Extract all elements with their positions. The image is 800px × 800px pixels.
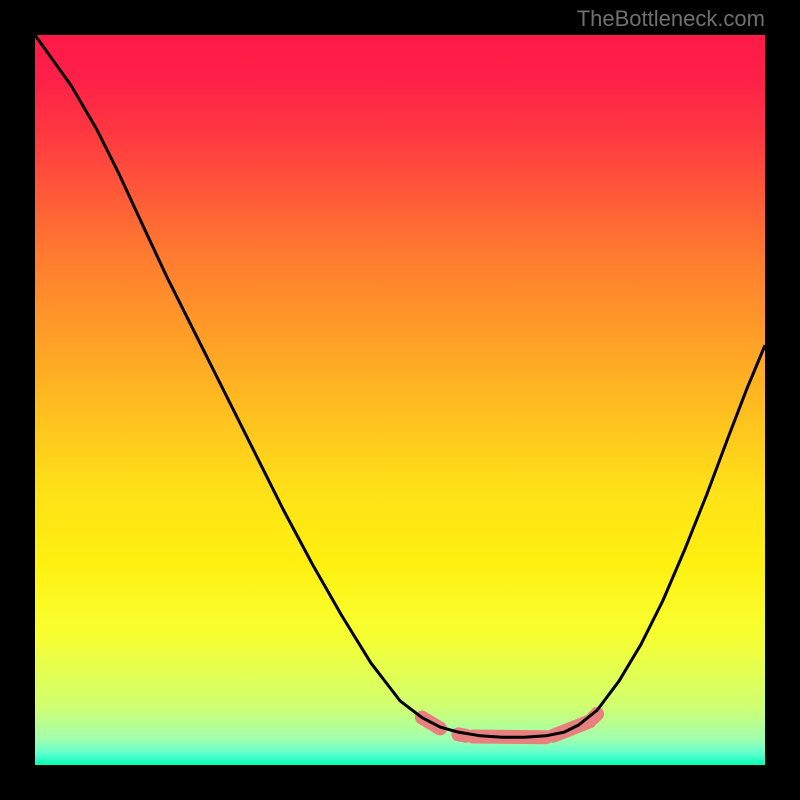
plot-area <box>35 35 765 765</box>
gradient-background <box>35 35 765 765</box>
plot-svg <box>35 35 765 765</box>
watermark-text: TheBottleneck.com <box>577 6 765 32</box>
chart-frame: TheBottleneck.com <box>0 0 800 800</box>
